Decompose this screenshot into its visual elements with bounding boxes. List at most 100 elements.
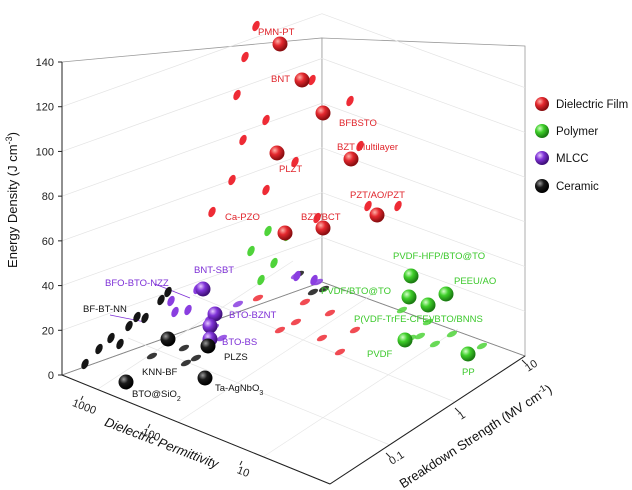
x-axis-line — [61, 374, 331, 485]
wall-grid — [61, 13, 526, 331]
x-tick-mark — [239, 460, 243, 466]
label-bzt-bct: BZT/BCT — [301, 212, 341, 223]
legend-label-ceramic: Ceramic — [556, 181, 599, 193]
wall-marker-r-5 — [239, 134, 247, 146]
wall-marker-r-13 — [394, 200, 402, 212]
point-bto-bznt — [207, 306, 223, 322]
label-peeu-ao: PEEU/AO — [454, 276, 496, 287]
legend-label-dielectric-film: Dielectric Film — [556, 99, 628, 111]
floor-projection-r-4 — [274, 326, 286, 334]
legend: Dielectric Film Polymer MLCC Ceramic — [535, 97, 628, 193]
point-bzt-multilayer — [343, 151, 359, 167]
z-axis-title-tail: ) — [5, 132, 20, 136]
floor-projection-r-6 — [349, 326, 361, 334]
floor-gridline — [127, 337, 391, 446]
wall-marker-k-29 — [107, 332, 115, 344]
label-pvdf-trfe: P(VDF-TrFE-CFE)/BTO/BNNS — [354, 314, 483, 325]
y-axis-line — [329, 355, 526, 485]
floor-projection-g-11 — [446, 330, 458, 338]
legend-marker-polymer — [535, 124, 549, 138]
point-bnt-sbt — [195, 281, 211, 297]
point-peeu-ao — [438, 286, 454, 302]
point-pmn-pt — [272, 36, 288, 52]
point-pvdf — [397, 332, 413, 348]
x-tick-mark — [147, 423, 151, 429]
point-pvdf-bto — [401, 289, 417, 305]
floor-projection-k-22 — [307, 288, 319, 296]
z-axis-title-sup: -3 — [4, 136, 14, 144]
floor-gridline — [192, 294, 456, 403]
wall-marker-p-21 — [184, 304, 192, 316]
wall-gridline — [61, 58, 526, 152]
wall-marker-k-33 — [141, 312, 149, 324]
point-plzs — [200, 338, 216, 354]
wall-marker-r-6 — [228, 174, 236, 186]
y-tick-mark — [385, 452, 391, 458]
floor-projection-k-25 — [180, 359, 192, 367]
floor-projection-g-12 — [429, 340, 441, 348]
legend-marker-mlcc — [535, 151, 549, 165]
legend-label-polymer: Polymer — [556, 126, 598, 138]
floor-projection-k-27 — [146, 352, 158, 360]
point-ta-agnbo3 — [197, 370, 213, 386]
label-pp: PP — [462, 367, 475, 378]
label-bzt-multilayer: BZT Multilayer — [337, 142, 398, 153]
label-pzt-ao-pzt: PZT/AO/PZT — [350, 190, 405, 201]
floor-projection-p-16 — [312, 278, 324, 286]
wall-marker-r-0 — [252, 20, 260, 32]
floor-projection-g-13 — [476, 342, 488, 350]
wall-marker-r-9 — [262, 184, 270, 196]
z-tick-label: 80 — [42, 191, 54, 203]
back-walls — [61, 13, 526, 376]
wall-marker-r-12 — [364, 200, 372, 212]
wall-marker-r-1 — [241, 51, 249, 63]
data-points — [81, 20, 476, 390]
wall-marker-r-10 — [346, 95, 354, 107]
label-bnt-sbt: BNT-SBT — [194, 265, 234, 276]
point-labels: PMN-PT BNT BFBSTO BZT Multilayer PLZT PZ… — [83, 27, 496, 403]
wall-marker-k-35 — [164, 286, 172, 298]
leader-lines — [109, 283, 191, 323]
label-pvdf-hfp: PVDF-HFP/BTO@TO — [393, 251, 485, 262]
floor-projection-k-23 — [178, 344, 190, 352]
floor-projection-r-2 — [290, 318, 302, 326]
wall-gridline — [61, 13, 526, 108]
label-ta-agnbo3-main: Ta-AgNbO — [215, 383, 259, 394]
floor-gridline — [262, 328, 459, 458]
legend-marker-ceramic — [535, 179, 549, 193]
legend-marker-dielectric-film — [535, 97, 549, 111]
point-pvdf-hfp — [403, 268, 419, 284]
point-bfbsto — [315, 105, 331, 121]
z-tick-label: 100 — [36, 146, 54, 158]
z-tick-label: 20 — [42, 325, 54, 337]
wall-gridline — [61, 192, 526, 286]
point-bzt-bct — [315, 220, 331, 236]
y-axis: 10 1 0.1 Breakdown Strength (MV cm-1) — [329, 355, 555, 490]
point-bto-bznt-2 — [202, 318, 218, 334]
floor-projection-p-17 — [232, 300, 244, 308]
point-knn-bf — [160, 331, 176, 347]
floor-projection-r-5 — [316, 334, 328, 342]
label-bnt: BNT — [271, 74, 290, 85]
label-bto-bznt: BTO-BZNT — [229, 310, 277, 321]
floor-projection-k-21 — [318, 285, 330, 293]
floor-projection-g-9 — [422, 318, 434, 326]
wall-marker-k-28 — [95, 343, 103, 355]
wall-marker-r-4 — [262, 114, 270, 126]
floor-projection-r-3 — [252, 294, 264, 302]
point-bto-sio2 — [118, 374, 134, 390]
y-tick-label: 10 — [523, 358, 540, 375]
wall-marker-p-20 — [167, 295, 175, 307]
wall-marker-g-15 — [264, 225, 272, 237]
y-tick-mark — [521, 359, 527, 365]
x-axis-title: Dielectric Permittivity — [103, 414, 222, 472]
wall-marker-k-32 — [133, 311, 141, 323]
label-bfo-bto-nzz: BFO-BTO-NZZ — [105, 278, 169, 289]
z-tick-label: 140 — [36, 57, 54, 69]
point-bnt — [294, 72, 310, 88]
point-pp — [460, 346, 476, 362]
z-tick-label: 60 — [42, 236, 54, 248]
wall-marker-p-24 — [171, 306, 179, 318]
label-bto-sio2-main: BTO@SiO — [132, 389, 177, 400]
wall-marker-g-18 — [270, 257, 278, 269]
